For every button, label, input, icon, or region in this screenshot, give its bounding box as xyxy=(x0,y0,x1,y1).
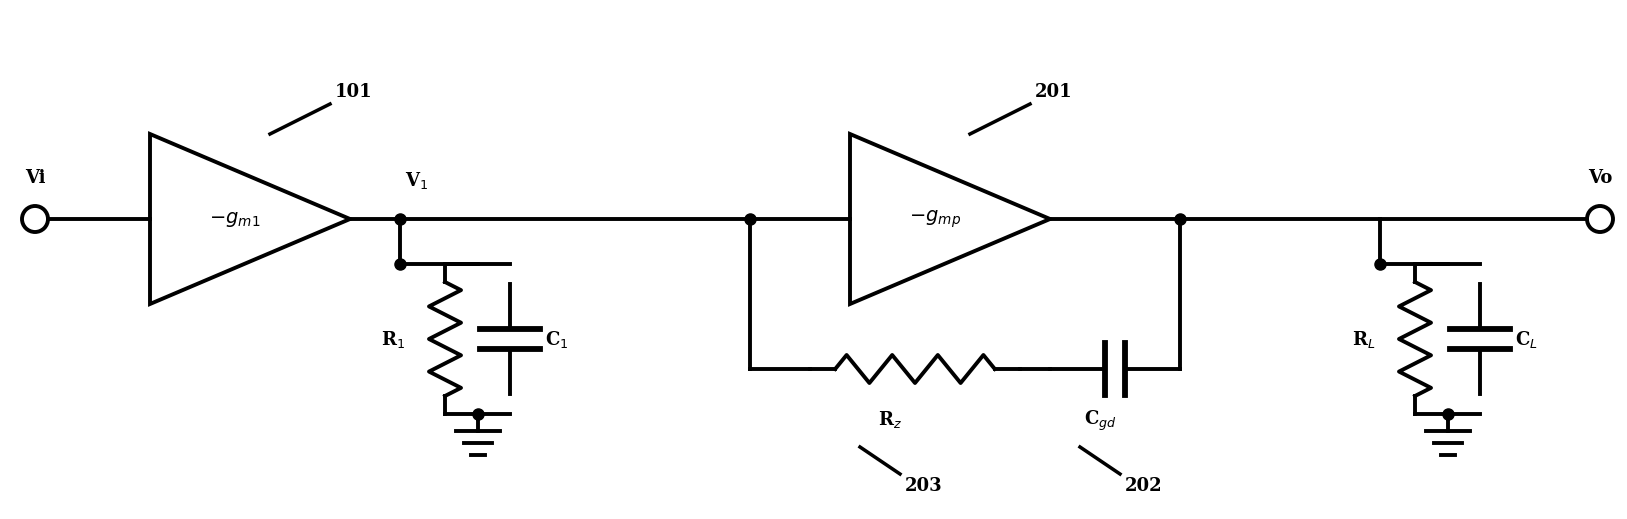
Text: C$_{gd}$: C$_{gd}$ xyxy=(1084,409,1116,433)
Text: R$_L$: R$_L$ xyxy=(1352,329,1375,349)
Text: R$_1$: R$_1$ xyxy=(381,329,405,349)
Text: Vo: Vo xyxy=(1588,169,1612,187)
Text: V$_1$: V$_1$ xyxy=(405,170,428,191)
Text: C$_1$: C$_1$ xyxy=(545,329,568,349)
Text: 203: 203 xyxy=(905,477,942,495)
Text: 101: 101 xyxy=(335,83,373,101)
Text: Vi: Vi xyxy=(24,169,46,187)
Text: C$_L$: C$_L$ xyxy=(1515,329,1538,349)
Text: 202: 202 xyxy=(1124,477,1163,495)
Text: $-g_{mp}$: $-g_{mp}$ xyxy=(909,208,962,230)
Text: R$_z$: R$_z$ xyxy=(879,409,901,430)
Text: $-g_{m1}$: $-g_{m1}$ xyxy=(210,210,260,228)
Text: 201: 201 xyxy=(1035,83,1072,101)
